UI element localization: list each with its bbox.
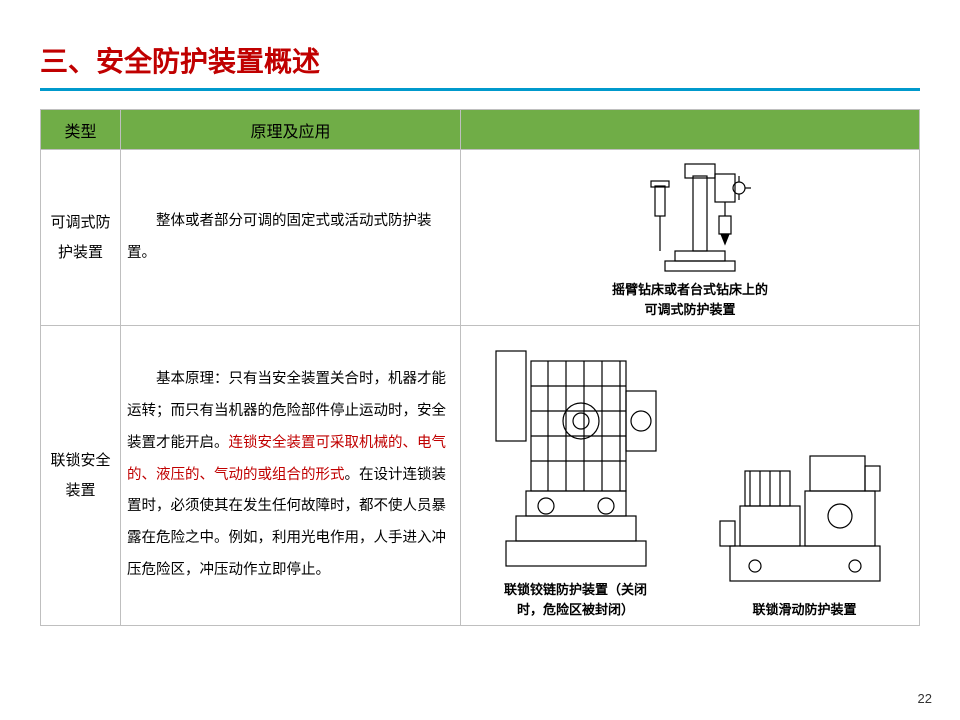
row1-caption-l1: 摇臂钻床或者台式钻床上的 (612, 280, 768, 300)
header-desc: 原理及应用 (121, 110, 461, 150)
title-underline (40, 88, 920, 91)
row2-type: 联锁安全装置 (41, 326, 121, 626)
page-number: 22 (918, 691, 932, 706)
row2-fig2-caption-l1: 联锁滑动防护装置 (752, 600, 856, 620)
row1-desc: 整体或者部分可调的固定式或活动式防护装置。 (121, 150, 461, 326)
row2-desc: 基本原理：只有当安全装置关合时，机器才能运转；而只有当机器的危险部件停止运动时，… (121, 326, 461, 626)
safety-table: 类型 原理及应用 可调式防护装置 整体或者部分可调的固定式或活动式防护装置。 (40, 109, 920, 626)
sliding-guard-icon (710, 426, 900, 596)
hinged-guard-icon (476, 341, 676, 576)
row2-fig1-caption-l1: 联锁铰链防护装置（关闭 (504, 580, 647, 600)
row1-type: 可调式防护装置 (41, 150, 121, 326)
header-img (461, 110, 920, 150)
slide-title: 三、安全防护装置概述 (40, 40, 920, 80)
row1-caption-l2: 可调式防护装置 (612, 300, 768, 320)
header-type: 类型 (41, 110, 121, 150)
row2-figures: 联锁铰链防护装置（关闭 时，危险区被封闭） (461, 326, 920, 626)
row2-fig1-caption-l2: 时，危险区被封闭） (504, 600, 647, 620)
drill-press-icon (615, 156, 765, 276)
row1-figure: 摇臂钻床或者台式钻床上的 可调式防护装置 (461, 150, 920, 326)
